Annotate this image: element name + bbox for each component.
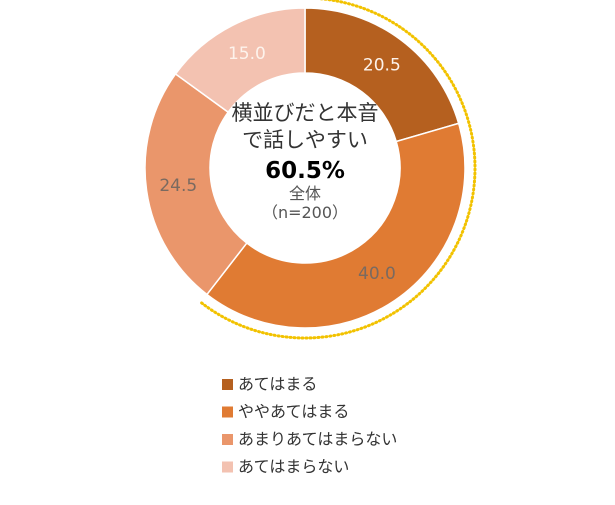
center-value: 60.5% <box>265 158 345 184</box>
legend-swatch <box>222 379 233 390</box>
highlight-arc <box>199 0 477 340</box>
center-title: 横並びだと本音で話しやすい <box>231 101 379 152</box>
value-label: 40.0 <box>358 264 396 284</box>
value-label: 15.0 <box>228 44 266 64</box>
value-label: 24.5 <box>159 176 197 196</box>
donut-slice <box>144 72 248 296</box>
legend-label: あてはまる <box>238 375 317 394</box>
value-label: 20.5 <box>363 56 401 76</box>
donut-slice <box>174 7 306 114</box>
legend-label: ややあてはまる <box>238 402 349 421</box>
legend-label: あてはまらない <box>238 457 349 476</box>
legend-swatch <box>222 461 233 473</box>
center-sample: （n=200） <box>261 203 349 222</box>
legend-swatch <box>222 434 233 445</box>
center-text: 横並びだと本音で話しやすい 60.5% 全体 （n=200） <box>225 100 385 222</box>
legend-label: あまりあてはまらない <box>238 430 397 449</box>
donut-slice <box>205 122 466 329</box>
legend-swatch <box>222 406 233 418</box>
center-note: 全体 <box>288 184 321 203</box>
